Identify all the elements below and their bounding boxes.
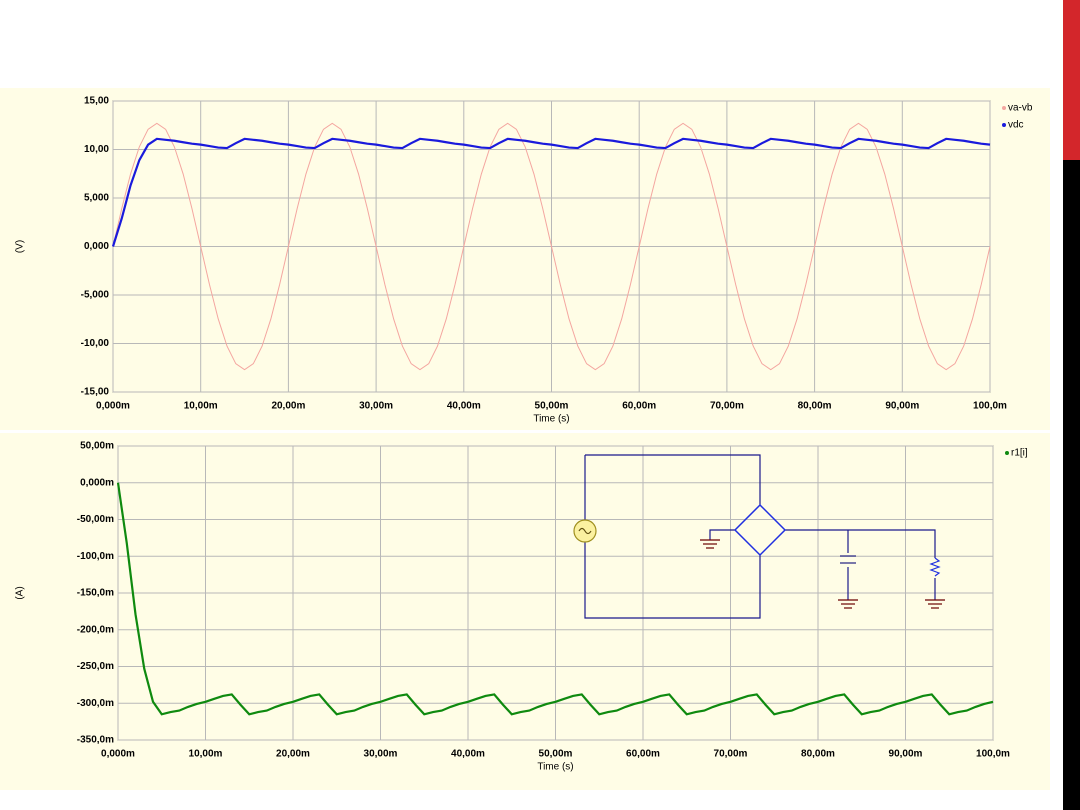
x-tick-label: 50,00m: [535, 401, 569, 412]
x-axis-label: Time (s): [537, 762, 573, 773]
x-axis-label: Time (s): [533, 414, 569, 425]
x-tick-label: 70,00m: [710, 401, 744, 412]
x-tick-label: 80,00m: [801, 749, 835, 760]
y-axis-label: (A): [15, 586, 26, 599]
x-tick-label: 0,000m: [96, 401, 130, 412]
x-tick-label: 60,00m: [622, 401, 656, 412]
x-tick-label: 90,00m: [885, 401, 919, 412]
y-tick-label: 15,00: [84, 96, 109, 107]
y-tick-label: -50,00m: [77, 514, 114, 525]
y-tick-label: -5,000: [81, 290, 110, 301]
y-tick-label: -10,00: [81, 338, 110, 349]
side-bar: [1063, 160, 1080, 810]
x-tick-label: 70,00m: [714, 749, 748, 760]
x-tick-label: 30,00m: [359, 401, 393, 412]
x-tick-label: 0,000m: [101, 749, 135, 760]
y-tick-label: -150,0m: [77, 588, 114, 599]
x-tick-label: 20,00m: [271, 401, 305, 412]
y-tick-label: -250,0m: [77, 661, 114, 672]
series-line: [112, 122, 991, 371]
x-tick-label: 20,00m: [276, 749, 310, 760]
series-line: [116, 482, 994, 716]
y-tick-label: -200,0m: [77, 624, 114, 635]
x-tick-label: 30,00m: [364, 749, 398, 760]
legend-label: vdc: [1008, 120, 1024, 131]
x-tick-label: 60,00m: [626, 749, 660, 760]
legend-marker: [1005, 451, 1009, 455]
y-tick-label: -350,0m: [77, 735, 114, 746]
y-tick-label: 0,000: [84, 241, 109, 252]
x-tick-label: 40,00m: [451, 749, 485, 760]
series-line: [111, 137, 991, 247]
legend-label: va-vb: [1008, 103, 1033, 114]
x-tick-label: 40,00m: [447, 401, 481, 412]
x-tick-label: 80,00m: [798, 401, 832, 412]
y-tick-label: 5,000: [84, 193, 109, 204]
x-tick-label: 10,00m: [189, 749, 223, 760]
legend-label: r1[i]: [1011, 448, 1028, 459]
y-tick-label: -300,0m: [77, 698, 114, 709]
y-tick-label: 10,00: [84, 144, 109, 155]
x-tick-label: 90,00m: [889, 749, 923, 760]
y-tick-label: 50,00m: [80, 441, 114, 452]
x-tick-label: 100,0m: [973, 401, 1007, 412]
x-tick-label: 10,00m: [184, 401, 218, 412]
circuit-schematic: [573, 454, 945, 619]
y-tick-label: 0,000m: [80, 477, 114, 488]
legend-marker: [1002, 106, 1006, 110]
accent-bar: [1063, 0, 1080, 160]
y-tick-label: -100,0m: [77, 551, 114, 562]
x-tick-label: 50,00m: [539, 749, 573, 760]
legend-marker: [1002, 123, 1006, 127]
y-axis-label: (V): [15, 240, 26, 253]
x-tick-label: 100,0m: [976, 749, 1010, 760]
y-tick-label: -15,00: [81, 387, 110, 398]
